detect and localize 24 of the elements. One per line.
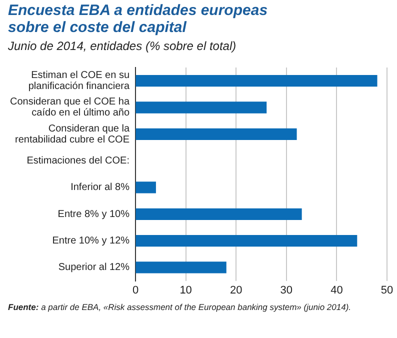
bar [136,75,378,87]
chart-subtitle: Junio de 2014, entidades (% sobre el total) [8,39,236,53]
x-tick-label: 0 [132,284,139,296]
bar [136,102,267,114]
y-tick-label: Consideran que la rentabilidad cubre el COE [15,123,130,146]
y-tick-label: Consideran que el COE ha caído en el último año [10,96,130,119]
bar [136,234,358,247]
y-tick-label: Superior al 12% [58,262,130,274]
y-tick-label: Estiman el COE en su planificación financiera [28,70,130,92]
y-tick-label: Entre 8% y 10% [58,208,130,220]
bar [136,262,226,274]
bar [136,182,156,194]
bar [136,128,297,140]
y-tick-label: Inferior al 8% [70,182,130,194]
x-tick-label: 20 [230,284,242,296]
x-tick-label: 10 [180,284,192,296]
x-tick-label: 50 [380,284,394,296]
text: Estimaciones del COE: [26,156,130,167]
bar [136,208,302,220]
x-tick-label: 40 [330,284,343,296]
source-note: Fuente: a partir de EBA, «Risk assessment of the European banking system» (junio 2014). [8,302,352,313]
y-tick-label: Entre 10% y 12% [52,236,130,247]
chart-title: Encuesta EBA a entidades europeas sobre el coste del capital [8,2,269,36]
x-tick-label: 30 [280,284,293,296]
